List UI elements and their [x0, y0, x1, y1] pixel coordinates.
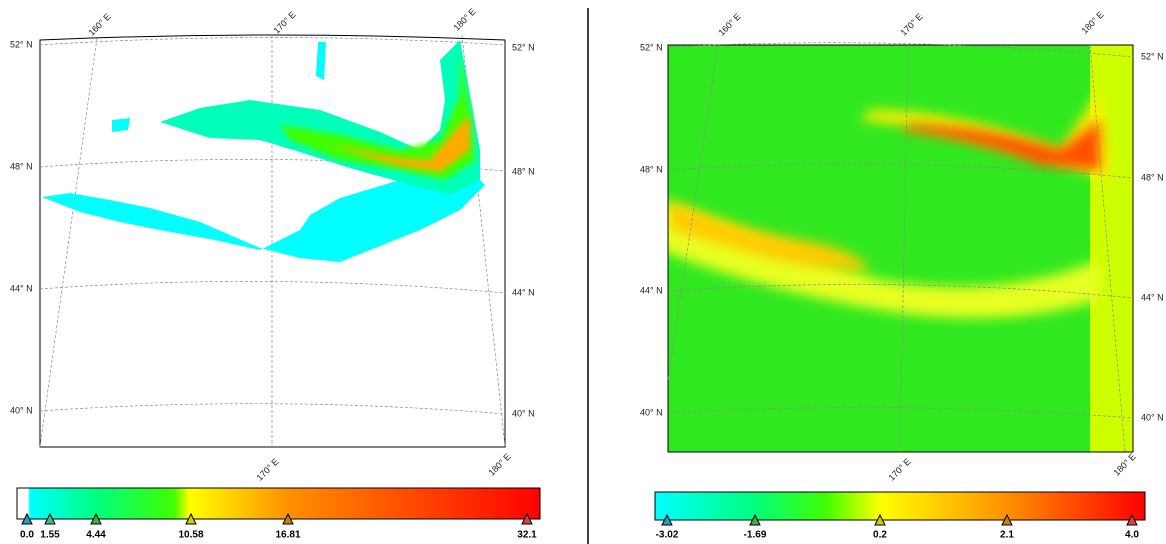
lat-label: 48° N	[10, 161, 33, 171]
colorbar-marker	[21, 512, 33, 525]
lat-label: 44° N	[10, 283, 33, 293]
colorbar-marker	[1126, 513, 1138, 526]
right-map	[667, 42, 1134, 453]
colorbar-marker	[661, 513, 673, 526]
lat-label: 52° N	[640, 42, 663, 52]
colorbar-label: 0.2	[873, 530, 887, 541]
colorbar	[16, 487, 541, 520]
colorbar-label: -3.02	[656, 530, 679, 541]
graticule	[39, 34, 506, 448]
lat-label: 52° N	[10, 39, 33, 49]
lat-label: 40° N	[1141, 412, 1164, 422]
colorbars: 0.0 1.55 4.44 10.58 16.81 32.1 -3.02 -1.69 0.2 2.…	[16, 487, 1146, 541]
colorbar-label: 4.44	[86, 530, 106, 541]
colorbar-label: 10.58	[178, 530, 203, 541]
lat-label: 48° N	[640, 164, 663, 174]
graticule	[667, 42, 1134, 453]
plume	[42, 170, 485, 262]
lon-label: 170° E	[254, 456, 280, 482]
plume-core	[280, 50, 475, 180]
band	[900, 120, 1100, 170]
colorbar-label: 32.1	[517, 530, 537, 541]
lat-label: 48° N	[512, 166, 535, 176]
lat-label: 52° N	[1141, 51, 1164, 61]
map-frame	[667, 44, 1134, 453]
plume-peak	[330, 115, 470, 172]
lat-label: 44° N	[512, 287, 535, 297]
lon-label: 180° E	[486, 451, 512, 477]
lat-label: 48° N	[1141, 172, 1164, 182]
colorbar-marker	[185, 512, 197, 525]
lon-label: 160° E	[716, 11, 742, 37]
colorbar-marker	[521, 512, 533, 525]
lon-label: 170° E	[898, 11, 924, 37]
lon-label: 160° E	[86, 11, 112, 37]
colorbar	[654, 491, 1146, 521]
lon-label: 180° E	[1079, 9, 1105, 35]
lon-label: 180° E	[451, 6, 477, 32]
band	[668, 200, 1100, 318]
colorbar-marker	[749, 513, 761, 526]
colorbar-label: -1.69	[744, 530, 767, 541]
map-frame	[39, 34, 506, 448]
lon-label: 180° E	[1111, 451, 1137, 477]
lon-label: 170° E	[271, 9, 297, 35]
colorbar-marker	[90, 512, 102, 525]
colorbar-marker	[44, 512, 56, 525]
lat-label: 40° N	[640, 407, 663, 417]
colorbar-marker	[874, 513, 886, 526]
lat-label: 40° N	[512, 408, 535, 418]
colorbar-label: 4.0	[1125, 530, 1139, 541]
lat-label: 44° N	[1141, 292, 1164, 302]
colorbar-label: 2.1	[1000, 530, 1014, 541]
colorbar-label: 16.81	[275, 530, 300, 541]
colorbar-marker	[1001, 513, 1013, 526]
lat-label: 44° N	[640, 285, 663, 295]
lat-label: 52° N	[512, 42, 535, 52]
band	[670, 200, 870, 270]
left-map	[39, 34, 506, 448]
colorbar-label: 0.0	[20, 530, 34, 541]
colorbar-marker	[282, 512, 294, 525]
lon-label: 170° E	[886, 456, 912, 482]
colorbar-label: 1.55	[40, 530, 60, 541]
lat-label: 40° N	[10, 405, 33, 415]
